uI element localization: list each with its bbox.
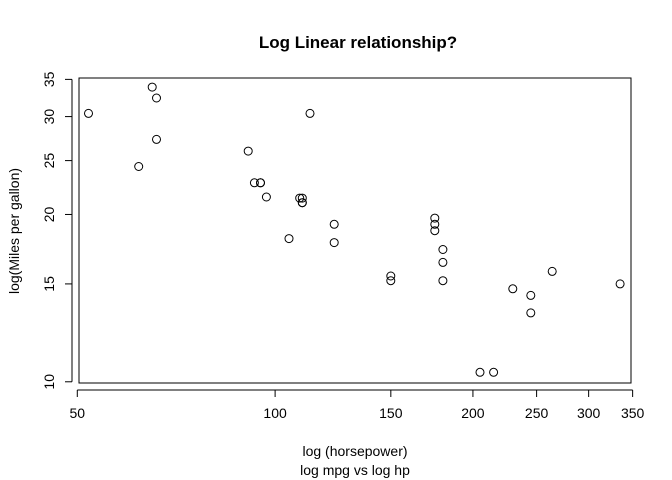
data-point xyxy=(509,285,517,293)
data-point xyxy=(616,280,624,288)
data-point xyxy=(439,258,447,266)
data-point xyxy=(244,147,252,155)
y-tick-label: 15 xyxy=(41,276,57,292)
data-point xyxy=(262,193,270,201)
x-tick-label: 100 xyxy=(263,405,287,421)
data-point xyxy=(135,163,143,171)
data-point xyxy=(387,277,395,285)
data-point xyxy=(439,277,447,285)
y-tick-label: 30 xyxy=(41,109,57,125)
data-point xyxy=(298,199,306,207)
data-point xyxy=(148,83,156,91)
data-point xyxy=(527,291,535,299)
data-point xyxy=(476,368,484,376)
x-tick-label: 300 xyxy=(577,405,601,421)
data-point xyxy=(490,368,498,376)
data-points xyxy=(85,83,625,376)
x-tick-label: 200 xyxy=(461,405,485,421)
y-tick-label: 10 xyxy=(41,374,57,390)
y-axis-title: log(Miles per gallon) xyxy=(6,168,22,294)
data-point xyxy=(285,235,293,243)
x-tick-label: 150 xyxy=(379,405,403,421)
x-tick-label: 350 xyxy=(621,405,645,421)
data-point xyxy=(306,109,314,117)
x-tick-label: 50 xyxy=(70,405,86,421)
data-point xyxy=(527,309,535,317)
y-tick-label: 25 xyxy=(41,153,57,169)
plot-frame xyxy=(79,78,631,383)
data-point xyxy=(548,267,556,275)
chart-subtitle: log mpg vs log hp xyxy=(300,462,410,478)
y-axis: 10 15 20 25 30 35 xyxy=(41,71,72,389)
data-point xyxy=(330,220,338,228)
x-axis-title: log (horsepower) xyxy=(302,443,407,459)
data-point xyxy=(387,272,395,280)
data-point xyxy=(330,239,338,247)
x-axis: 50 100 150 200 250 300 350 xyxy=(70,390,645,421)
x-tick-label: 250 xyxy=(525,405,549,421)
data-point xyxy=(85,109,93,117)
chart-title: Log Linear relationship? xyxy=(259,33,457,52)
y-tick-label: 35 xyxy=(41,71,57,87)
data-point xyxy=(153,135,161,143)
y-tick-label: 20 xyxy=(41,206,57,222)
data-point xyxy=(439,246,447,254)
data-point xyxy=(257,179,265,187)
data-point xyxy=(153,94,161,102)
